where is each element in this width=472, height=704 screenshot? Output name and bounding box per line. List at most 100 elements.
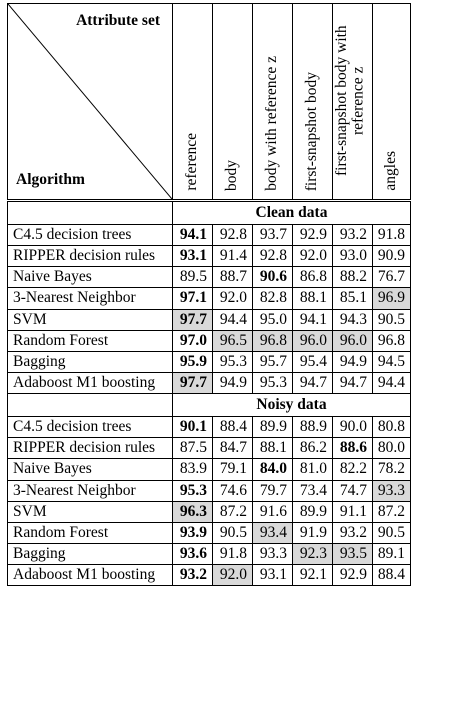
algorithm-name: 3-Nearest Neighbor	[7, 479, 173, 502]
value-cell: 93.2	[332, 521, 373, 544]
value-cell: 76.7	[372, 266, 411, 289]
value-cell: 94.9	[212, 371, 253, 395]
value-cell: 91.1	[332, 500, 373, 523]
column-header-label: body	[223, 160, 241, 191]
section-title: Noisy data	[172, 393, 411, 418]
value-cell: 74.7	[332, 479, 373, 502]
value-cell: 95.9	[172, 350, 213, 373]
table-body: Clean data C4.5 decision trees 94.1 92.8 93.…	[7, 200, 411, 587]
table-row: Naive Bayes 83.9 79.1 84.0 81.0 82.2 78.2	[7, 458, 411, 481]
value-cell: 91.9	[292, 521, 333, 544]
value-cell: 92.0	[292, 245, 333, 268]
value-cell: 95.4	[292, 350, 333, 373]
value-cell: 91.8	[372, 223, 411, 247]
table-row: C4.5 decision trees 90.1 88.4 89.9 88.9 90.0 8…	[7, 416, 411, 439]
value-cell: 92.1	[292, 564, 333, 587]
value-cell: 88.4	[372, 564, 411, 587]
value-cell: 97.7	[172, 371, 213, 395]
algorithm-name: Random Forest	[7, 329, 173, 352]
table-row: Bagging 93.6 91.8 93.3 92.3 93.5 89.1	[7, 542, 411, 566]
value-cell: 93.2	[172, 564, 213, 587]
column-header-body: body	[212, 3, 253, 202]
column-header-label: first-snapshot body	[303, 71, 321, 191]
value-cell: 92.8	[212, 223, 253, 247]
value-cell: 84.7	[212, 437, 253, 460]
value-cell: 96.0	[292, 329, 333, 352]
value-cell: 93.1	[172, 245, 213, 268]
value-cell: 92.8	[252, 245, 293, 268]
table-row: RIPPER decision rules 87.5 84.7 88.1 86.2 88.…	[7, 437, 411, 460]
value-cell: 90.5	[212, 521, 253, 544]
value-cell: 94.3	[332, 308, 373, 331]
algorithm-name: Adaboost M1 boosting	[7, 564, 173, 587]
table-row: Random Forest 93.9 90.5 93.4 91.9 93.2 90.5	[7, 521, 411, 544]
section-header-row: Noisy data	[7, 393, 411, 418]
value-cell: 78.2	[372, 458, 411, 481]
value-cell: 88.6	[332, 437, 373, 460]
value-cell: 88.9	[292, 416, 333, 439]
value-cell: 85.1	[332, 287, 373, 310]
value-cell: 94.4	[212, 308, 253, 331]
value-cell: 94.1	[172, 223, 213, 247]
algorithm-name: Random Forest	[7, 521, 173, 544]
table-row: SVM 97.7 94.4 95.0 94.1 94.3 90.5	[7, 308, 411, 331]
value-cell: 80.8	[372, 416, 411, 439]
table-row: Naive Bayes 89.5 88.7 90.6 86.8 88.2 76.7	[7, 266, 411, 289]
column-header-reference: reference	[172, 3, 213, 202]
diagonal-divider	[8, 4, 172, 199]
table-row: Adaboost M1 boosting 93.2 92.0 93.1 92.1 92.9…	[7, 564, 411, 587]
value-cell: 92.9	[332, 564, 373, 587]
algorithm-name: 3-Nearest Neighbor	[7, 287, 173, 310]
value-cell: 84.0	[252, 458, 293, 481]
value-cell: 92.0	[212, 564, 253, 587]
algorithm-name: Bagging	[7, 350, 173, 373]
column-header-label: first-snapshot body with reference z	[332, 25, 366, 176]
value-cell: 97.7	[172, 308, 213, 331]
section-header-row: Clean data	[7, 200, 411, 225]
algorithm-name: Naive Bayes	[7, 458, 173, 481]
value-cell: 89.1	[372, 542, 411, 566]
value-cell: 95.3	[252, 371, 293, 395]
value-cell: 93.1	[252, 564, 293, 587]
value-cell: 88.2	[332, 266, 373, 289]
value-cell: 90.5	[372, 308, 411, 331]
section-blank-cell	[7, 393, 173, 418]
value-cell: 90.0	[332, 416, 373, 439]
value-cell: 95.7	[252, 350, 293, 373]
section-title: Clean data	[172, 200, 411, 225]
value-cell: 94.7	[292, 371, 333, 395]
value-cell: 94.5	[372, 350, 411, 373]
algorithm-name: RIPPER decision rules	[7, 245, 173, 268]
value-cell: 96.9	[372, 287, 411, 310]
value-cell: 97.0	[172, 329, 213, 352]
value-cell: 79.7	[252, 479, 293, 502]
column-header-first-snapshot-body-with-reference-z: first-snapshot body with reference z	[332, 3, 373, 202]
value-cell: 93.3	[372, 479, 411, 502]
value-cell: 96.8	[372, 329, 411, 352]
column-header-body-with-reference-z: body with reference z	[252, 3, 293, 202]
value-cell: 79.1	[212, 458, 253, 481]
table-row: Random Forest 97.0 96.5 96.8 96.0 96.0 96.8	[7, 329, 411, 352]
attribute-set-label: Attribute set	[76, 12, 160, 29]
value-cell: 91.8	[212, 542, 253, 566]
value-cell: 96.5	[212, 329, 253, 352]
value-cell: 89.5	[172, 266, 213, 289]
table-row: 3-Nearest Neighbor 97.1 92.0 82.8 88.1 85.1 96…	[7, 287, 411, 310]
table-row: Bagging 95.9 95.3 95.7 95.4 94.9 94.5	[7, 350, 411, 373]
value-cell: 86.2	[292, 437, 333, 460]
value-cell: 87.5	[172, 437, 213, 460]
value-cell: 87.2	[372, 500, 411, 523]
value-cell: 96.8	[252, 329, 293, 352]
column-header-angles: angles	[372, 3, 411, 202]
value-cell: 90.5	[372, 521, 411, 544]
value-cell: 91.6	[252, 500, 293, 523]
value-cell: 94.4	[372, 371, 411, 395]
column-header-label: reference	[183, 133, 201, 191]
algorithm-name: SVM	[7, 500, 173, 523]
table-row: C4.5 decision trees 94.1 92.8 93.7 92.9 93.2 9…	[7, 223, 411, 247]
value-cell: 81.0	[292, 458, 333, 481]
value-cell: 89.9	[292, 500, 333, 523]
value-cell: 96.3	[172, 500, 213, 523]
value-cell: 73.4	[292, 479, 333, 502]
value-cell: 86.8	[292, 266, 333, 289]
